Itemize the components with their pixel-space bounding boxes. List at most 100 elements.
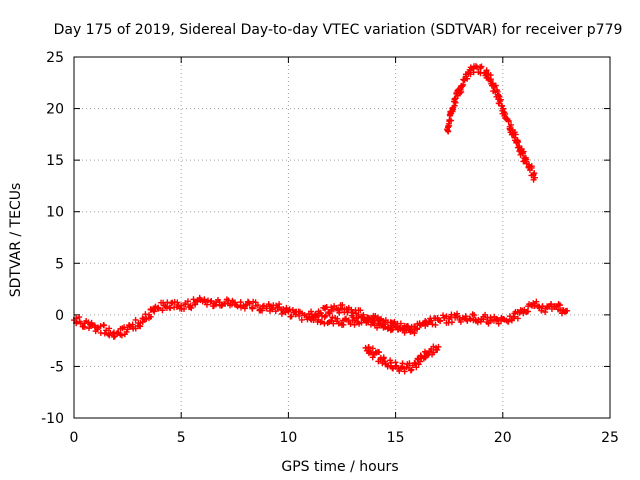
data-point: [308, 316, 315, 323]
data-point: [101, 330, 108, 337]
grid: [74, 57, 610, 418]
data-point: [347, 321, 354, 328]
data-point: [286, 306, 293, 313]
y-tick-label: -5: [50, 359, 64, 375]
data-point: [512, 131, 519, 138]
data-point: [408, 366, 415, 373]
data-point: [478, 63, 485, 70]
data-point: [357, 307, 364, 314]
data-point: [466, 315, 473, 322]
data-point: [182, 301, 189, 308]
data-point: [100, 322, 107, 329]
data-point: [136, 322, 143, 329]
data-point: [296, 312, 303, 319]
data-point: [461, 76, 468, 83]
data-point: [365, 344, 372, 351]
data-point: [422, 318, 429, 325]
data-point: [397, 320, 404, 327]
data-point: [207, 298, 214, 305]
data-point: [382, 319, 389, 326]
data-point: [365, 315, 372, 322]
data-point: [467, 316, 474, 323]
data-point: [237, 299, 244, 306]
data-point: [497, 96, 504, 103]
data-point: [504, 318, 511, 325]
y-axis-label: SDTVAR / TECUs: [8, 183, 24, 298]
data-point: [151, 308, 158, 315]
data-point: [437, 317, 444, 324]
x-tick-label: 5: [177, 430, 186, 446]
y-tick-label: -10: [41, 411, 64, 427]
data-point: [494, 316, 501, 323]
data-point: [334, 315, 341, 322]
data-point: [121, 324, 128, 331]
data-point: [417, 358, 424, 365]
ticks: 0 5 10 15 20 25 -10 -5 0 5 10 15 20 25: [41, 50, 619, 446]
data-point: [369, 354, 376, 361]
data-point: [231, 299, 238, 306]
data-point: [434, 346, 441, 353]
data-point: [339, 301, 346, 308]
series-dip-segment: [362, 343, 442, 375]
data-point: [500, 105, 507, 112]
data-point: [254, 302, 261, 309]
data-point: [443, 313, 450, 320]
plot-frame: [73, 56, 611, 419]
data-point: [85, 325, 92, 332]
data-point: [374, 324, 381, 331]
data-point: [348, 312, 355, 319]
data-point: [181, 305, 188, 312]
data-point: [401, 368, 408, 375]
data-point: [376, 349, 383, 356]
data-point: [519, 150, 526, 157]
chart-title: Day 175 of 2019, Sidereal Day-to-day VTE…: [54, 22, 623, 38]
data-point: [351, 321, 358, 328]
data-point: [132, 316, 139, 323]
data-point: [483, 67, 490, 74]
data-point: [515, 144, 522, 151]
data-point: [414, 326, 421, 333]
data-point: [467, 64, 474, 71]
data-point: [508, 121, 515, 128]
x-tick-label: 20: [494, 430, 512, 446]
data-point: [460, 81, 467, 88]
data-point: [464, 75, 471, 82]
data-point: [363, 319, 370, 326]
y-tick-label: 25: [46, 50, 64, 66]
data-point: [435, 343, 442, 350]
x-tick-label: 0: [70, 430, 79, 446]
data-point: [97, 323, 104, 330]
data-point: [272, 308, 279, 315]
data-point: [493, 315, 500, 322]
data-point: [187, 304, 194, 311]
data-point: [369, 345, 376, 352]
series-peak-segment: [444, 63, 538, 183]
data-points: [71, 63, 571, 375]
data-point: [393, 362, 400, 369]
data-point: [330, 320, 337, 327]
data-point: [530, 171, 537, 178]
data-point: [514, 315, 521, 322]
series-main-track: [71, 294, 571, 340]
data-point: [298, 316, 305, 323]
data-point: [269, 306, 276, 313]
data-point: [234, 303, 241, 310]
data-point: [124, 326, 131, 333]
data-point: [505, 117, 512, 124]
data-point: [155, 304, 162, 311]
data-point: [492, 82, 499, 89]
data-point: [548, 301, 555, 308]
data-point: [380, 354, 387, 361]
x-tick-label: 15: [387, 430, 405, 446]
data-point: [308, 308, 315, 315]
data-point: [388, 326, 395, 333]
data-point: [538, 307, 545, 314]
data-point: [203, 301, 210, 308]
data-point: [482, 311, 489, 318]
data-point: [288, 313, 295, 320]
series-lower-branch: [306, 311, 421, 335]
data-point: [143, 315, 150, 322]
data-point: [396, 367, 403, 374]
data-point: [322, 312, 329, 319]
